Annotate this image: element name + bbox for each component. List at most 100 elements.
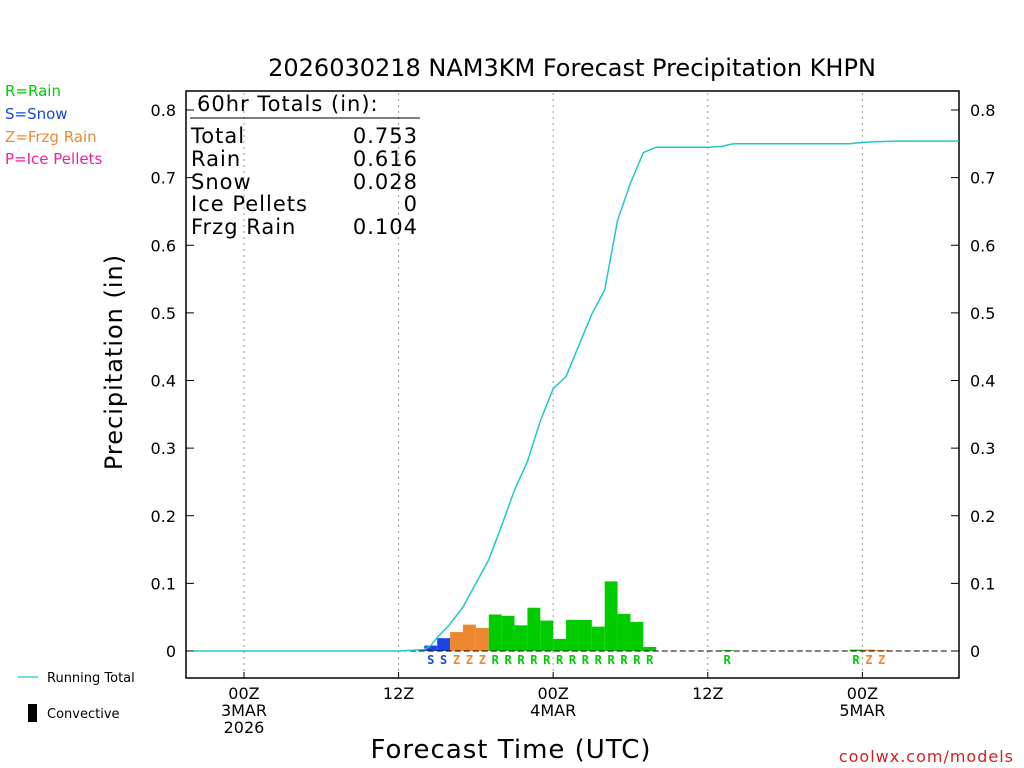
bar-type-label: R [646, 653, 654, 667]
y-tick-label-right: 0 [970, 642, 980, 661]
y-axis-label: Precipitation (in) [100, 254, 128, 470]
bar-type-label: R [556, 653, 564, 667]
running-total-line [193, 140, 959, 652]
y-tick-label-left: 0.4 [151, 372, 176, 391]
precip-bar [501, 615, 515, 651]
totals-label-frzg-rain: Frzg Rain [191, 215, 296, 239]
credit-text: coolwx.com/models [839, 747, 1014, 766]
y-tick-label-right: 0.2 [970, 507, 995, 526]
precip-bar [862, 649, 876, 651]
precip-bar [578, 619, 592, 651]
precip-bar [450, 632, 463, 651]
precip-bar [630, 621, 644, 651]
precip-bar [591, 626, 605, 651]
bar-type-label: S [440, 653, 447, 667]
chart-title: 2026030218 NAM3KM Forecast Precipitation… [268, 54, 876, 82]
precip-bar [437, 638, 451, 651]
y-tick-label-left: 0.5 [151, 304, 176, 323]
bar-type-label: R [569, 653, 577, 667]
x-tick-label: 5MAR [839, 701, 885, 720]
precip-bar [514, 625, 528, 651]
precip-bars [424, 581, 889, 651]
y-tick-label-right: 0.7 [970, 169, 995, 188]
totals-label-snow: Snow [191, 170, 252, 194]
y-tick-label-left: 0.2 [151, 507, 176, 526]
bar-type-label: R [620, 653, 628, 667]
totals-value-frzg-rain: 0.104 [353, 215, 418, 239]
x-tick-label: 00Z [228, 684, 259, 703]
y-axis-right: 0 0.1 0.2 0.3 0.4 0.5 0.6 0.7 0.8 [951, 101, 995, 661]
y-tick-label-right: 0.6 [970, 236, 995, 255]
bar-type-label: R [723, 653, 731, 667]
totals-label-rain: Rain [191, 147, 241, 171]
x-tick-label: 2026 [224, 718, 265, 737]
totals-label-ice-pellets: Ice Pellets [191, 192, 308, 216]
totals-value-ice-pellets: 0 [404, 192, 418, 216]
bar-type-label: R [543, 653, 551, 667]
x-tick-label: 12Z [692, 684, 723, 703]
y-tick-label-left: 0.6 [151, 236, 176, 255]
legend-snow: S=Snow [5, 105, 68, 123]
x-tick-label: 3MAR [221, 701, 267, 720]
legend-ice-pellets: P=Ice Pellets [5, 150, 102, 168]
y-tick-label-left: 0 [166, 642, 176, 661]
totals-value-snow: 0.028 [353, 170, 418, 194]
precip-bar [462, 624, 476, 651]
vertical-gridlines [243, 93, 863, 676]
precip-bar [643, 646, 657, 651]
y-axis-left: 0 0.1 0.2 0.3 0.4 0.5 0.6 0.7 0.8 [151, 101, 194, 661]
precip-bar [540, 620, 554, 651]
y-tick-label-right: 0.5 [970, 304, 995, 323]
precip-bar [617, 613, 631, 651]
bar-type-label: R [608, 653, 616, 667]
y-tick-label-right: 0.8 [970, 101, 995, 120]
precip-bar [527, 607, 541, 651]
plot-area [185, 90, 960, 679]
bar-type-label: R [517, 653, 525, 667]
running-total-legend-label: Running Total [47, 671, 135, 686]
totals-value-total: 0.753 [353, 124, 418, 148]
convective-legend-label: Convective [47, 707, 120, 722]
x-tick-label: 00Z [847, 684, 878, 703]
y-tick-label-left: 0.7 [151, 169, 176, 188]
y-tick-label-right: 0.1 [970, 574, 995, 593]
bar-type-label: R [852, 653, 860, 667]
y-tick-label-left: 0.3 [151, 439, 176, 458]
bar-type-label: R [504, 653, 512, 667]
convective-legend-swatch [28, 704, 37, 722]
precip-bar [604, 581, 618, 651]
precip-bar [475, 628, 489, 651]
y-tick-label-right: 0.3 [970, 439, 995, 458]
y-tick-label-left: 0.8 [151, 101, 176, 120]
bar-type-label: R [633, 653, 641, 667]
legend-rain: R=Rain [5, 82, 61, 100]
bar-type-label: R [582, 653, 590, 667]
precip-bar [849, 649, 863, 651]
bar-type-label: R [595, 653, 603, 667]
totals-box: 60hr Totals (in): Total 0.753 Rain 0.616… [190, 92, 420, 239]
bar-type-label: S [427, 653, 434, 667]
bar-type-label: Z [479, 653, 486, 667]
legend-freezing-rain: Z=Frzg Rain [5, 128, 97, 146]
x-tick-label: 12Z [383, 684, 414, 703]
type-legend: R=Rain S=Snow Z=Frzg Rain P=Ice Pellets [5, 82, 102, 168]
series-legend: Running Total Convective [18, 671, 135, 722]
bar-type-label: Z [466, 653, 473, 667]
bar-type-label: R [492, 653, 500, 667]
bar-type-label: R [530, 653, 538, 667]
bar-type-label: Z [865, 653, 872, 667]
bar-type-label: Z [878, 653, 885, 667]
x-tick-label: 00Z [538, 684, 569, 703]
totals-value-rain: 0.616 [353, 147, 418, 171]
y-tick-label-left: 0.1 [151, 574, 176, 593]
totals-label-total: Total [190, 124, 245, 148]
precip-bar [424, 645, 438, 651]
x-axis-label: Forecast Time (UTC) [370, 735, 651, 765]
y-tick-label-right: 0.4 [970, 372, 995, 391]
x-tick-label: 4MAR [530, 701, 576, 720]
bar-type-label: Z [453, 653, 460, 667]
totals-header: 60hr Totals (in): [197, 92, 379, 116]
